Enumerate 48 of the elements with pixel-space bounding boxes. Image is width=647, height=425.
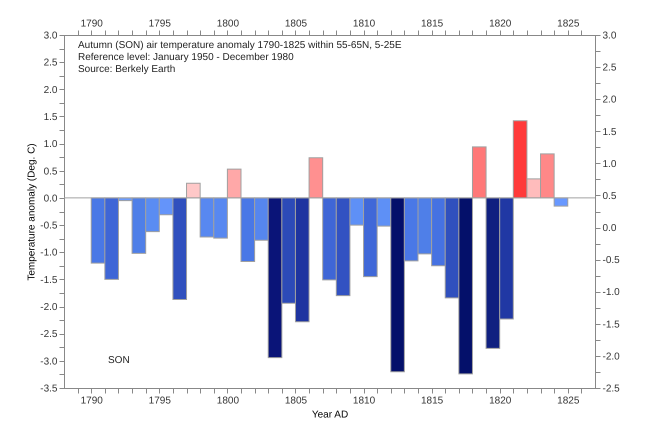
y-tick-label: -1.5 — [40, 274, 58, 286]
y2-tick-label: -2.0 — [602, 351, 620, 362]
y2-tick-label: -1.5 — [602, 319, 620, 330]
x-tick-label: 1795 — [148, 18, 172, 30]
y-tick-label: 0.0 — [44, 193, 58, 204]
x2-tick-label: 1805 — [284, 396, 308, 406]
y-tick-label: -2.0 — [40, 302, 58, 314]
annotation: Reference level: January 1950 - December 1980 — [78, 52, 294, 63]
y-tick-label: 0.5 — [44, 166, 58, 178]
y2-tick-label: 2.0 — [602, 94, 617, 106]
y2-tick-label: -1.0 — [602, 287, 620, 298]
y2-tick-label: 0.0 — [602, 223, 617, 234]
y-tick-label: 3.0 — [44, 30, 58, 42]
annotation: Source: Berkely Earth — [78, 64, 176, 75]
x-tick-label: 1805 — [284, 18, 308, 30]
y-tick-label: -2.5 — [40, 329, 58, 340]
y2-tick-label: -2.5 — [602, 384, 620, 394]
x-tick-label: 1800 — [216, 18, 240, 30]
y2-tick-label: -0.5 — [602, 255, 620, 266]
y-tick-label: 2.5 — [44, 58, 58, 69]
x-tick-label: 1790 — [80, 18, 104, 30]
annotation: SON — [108, 355, 130, 366]
x-axis-title: Year AD — [312, 410, 348, 420]
x2-tick-label: 1790 — [80, 396, 104, 406]
x-tick-label: 1815 — [420, 18, 444, 30]
y-tick-label: 1.5 — [44, 112, 58, 123]
y-tick-label: -0.5 — [40, 220, 58, 232]
x2-tick-label: 1820 — [489, 396, 512, 406]
y2-tick-label: 1.0 — [602, 158, 617, 170]
y-tick-label: 2.0 — [44, 84, 58, 96]
y2-tick-label: 3.0 — [602, 30, 617, 42]
x2-tick-label: 1815 — [420, 396, 444, 406]
y2-tick-label: 2.5 — [602, 62, 617, 74]
x2-tick-label: 1825 — [557, 396, 580, 406]
x2-tick-label: 1800 — [216, 396, 240, 406]
x-tick-label: 1810 — [352, 18, 376, 30]
x-tick-label: 1825 — [557, 18, 580, 30]
y-tick-label: -1.0 — [40, 248, 58, 259]
y-tick-label: -3.0 — [40, 356, 58, 368]
y-tick-label: -3.5 — [40, 384, 58, 394]
y2-tick-label: 1.5 — [602, 126, 617, 138]
y-axis-title: Temperature anomaly (Deg. C) — [26, 143, 38, 281]
annotation: Autumn (SON) air temperature anomaly 1790-1825 within 55-65N, 5-25E — [78, 40, 402, 51]
x2-tick-label: 1795 — [148, 396, 172, 406]
y-tick-label: 1.0 — [44, 139, 58, 150]
y2-tick-label: 0.5 — [602, 190, 617, 202]
x-tick-label: 1820 — [489, 18, 512, 30]
x2-tick-label: 1810 — [352, 396, 376, 406]
